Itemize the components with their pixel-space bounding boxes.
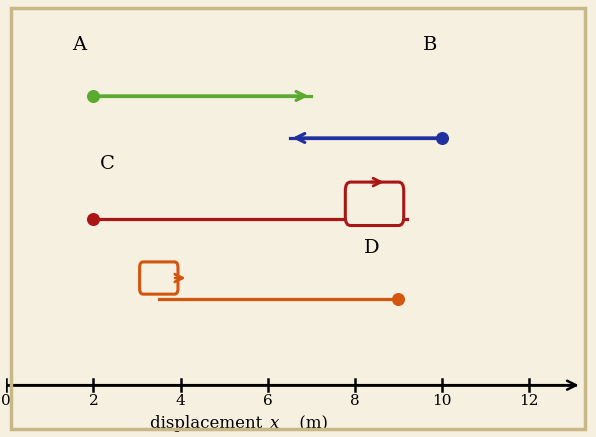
Text: 10: 10 (432, 394, 452, 408)
Point (437, 135, 447, 142)
Text: 4: 4 (176, 394, 185, 408)
Text: D: D (364, 239, 379, 257)
Text: 2: 2 (89, 394, 98, 408)
Text: x: x (270, 415, 280, 432)
Text: C: C (100, 155, 115, 173)
Text: 8: 8 (350, 394, 360, 408)
Point (394, 295, 403, 302)
Text: 12: 12 (520, 394, 539, 408)
Text: (m): (m) (294, 415, 328, 432)
Point (89, 215, 98, 222)
Text: 6: 6 (263, 394, 272, 408)
Text: displacement: displacement (150, 415, 268, 432)
Text: 0: 0 (1, 394, 11, 408)
Text: B: B (423, 36, 437, 54)
FancyBboxPatch shape (139, 262, 178, 294)
Point (89, 93, 98, 100)
FancyBboxPatch shape (345, 182, 403, 225)
Text: A: A (72, 36, 86, 54)
